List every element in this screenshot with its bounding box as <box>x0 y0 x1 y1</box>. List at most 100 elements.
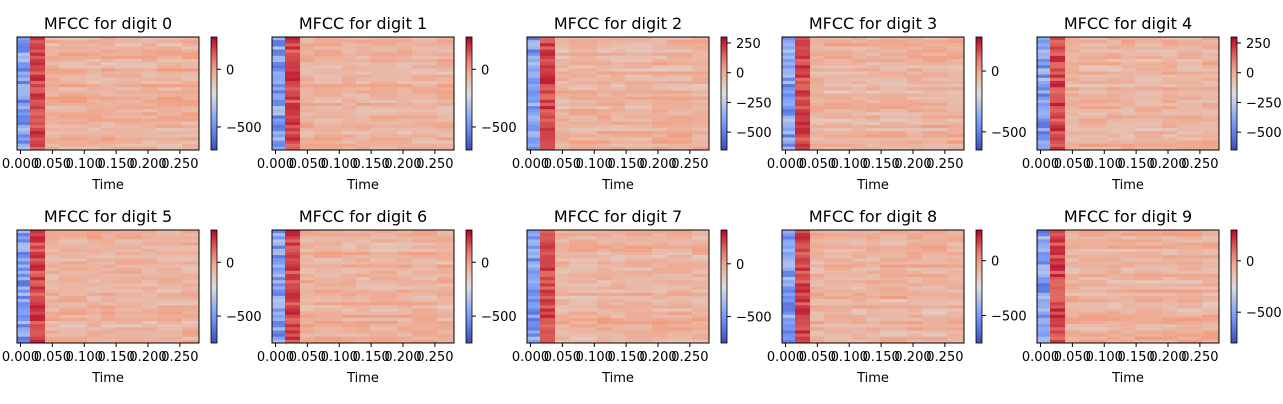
heatmap-cell <box>824 140 853 145</box>
heatmap-cell <box>947 314 965 319</box>
heatmap-cell <box>611 140 626 145</box>
heatmap-cell <box>597 258 612 262</box>
heatmap-cell <box>540 52 556 57</box>
heatmap-cell <box>45 255 60 259</box>
heatmap-cell <box>342 52 357 57</box>
heatmap-cell <box>30 74 46 79</box>
heatmap-cell <box>285 230 301 234</box>
heatmap-cell <box>907 112 923 116</box>
heatmap-cell <box>597 93 612 98</box>
heatmap-cell <box>922 87 948 91</box>
heatmap-cell <box>555 112 570 116</box>
heatmap-cell <box>17 52 31 57</box>
heatmap-cell <box>142 55 158 60</box>
heatmap-cell <box>782 146 796 151</box>
heatmap-cell <box>285 270 301 275</box>
heatmap-cell <box>1121 84 1136 88</box>
heatmap-cell <box>101 43 116 47</box>
heatmap-cell <box>1065 37 1080 41</box>
heatmap-cell <box>1177 236 1203 240</box>
heatmap-cell <box>101 146 116 151</box>
heatmap-cell <box>30 339 46 344</box>
heatmap-cell <box>1135 40 1163 44</box>
heatmap-cell <box>667 239 693 243</box>
heatmap-cell <box>597 49 612 54</box>
heatmap-cell <box>810 314 825 319</box>
heatmap-cell <box>1121 317 1136 322</box>
heatmap-cell <box>1177 248 1203 253</box>
heatmap-cell <box>1177 311 1203 316</box>
heatmap-cell <box>182 58 200 63</box>
heatmap-cell <box>569 230 598 234</box>
heatmap-cell <box>342 58 357 63</box>
heatmap-cell <box>569 128 598 132</box>
heatmap-cell <box>300 299 315 303</box>
heatmap-cell <box>527 273 541 278</box>
heatmap-cell <box>611 146 626 151</box>
heatmap-cell <box>182 124 200 129</box>
heatmap-cell <box>795 277 811 281</box>
heatmap-cell <box>652 333 668 338</box>
heatmap-cell <box>342 299 357 303</box>
heatmap-cell <box>412 321 438 325</box>
heatmap-cell <box>597 230 612 234</box>
heatmap-cell <box>1162 55 1178 60</box>
heatmap-cell <box>342 321 357 325</box>
heatmap-cell <box>1121 308 1136 313</box>
heatmap-cell <box>667 305 693 309</box>
heatmap-cell <box>182 137 200 141</box>
heatmap-cell <box>101 102 116 107</box>
heatmap-cell <box>1135 270 1163 275</box>
heatmap-cell <box>412 258 438 262</box>
heatmap-cell <box>907 109 923 113</box>
heatmap-cell <box>182 62 200 66</box>
heatmap-cell <box>597 58 612 63</box>
heatmap-cell <box>285 305 301 309</box>
heatmap-cell <box>922 255 948 259</box>
heatmap-cell <box>555 261 570 265</box>
heatmap-cell <box>824 128 853 132</box>
heatmap-cell <box>922 109 948 113</box>
heatmap-cell <box>1135 124 1163 129</box>
heatmap-cell <box>866 248 881 253</box>
heatmap-cell <box>667 37 693 41</box>
heatmap-cell <box>1135 140 1163 145</box>
heatmap-cell <box>285 236 301 240</box>
heatmap-cell <box>45 292 60 297</box>
heatmap-cell <box>115 299 143 303</box>
heatmap-cell <box>782 77 796 82</box>
heatmap-cell <box>397 131 413 135</box>
heatmap-cell <box>922 118 948 123</box>
heatmap-cell <box>810 233 825 237</box>
heatmap-cell <box>437 251 455 256</box>
heatmap-cell <box>285 96 301 101</box>
heatmap-cell <box>852 302 867 306</box>
heatmap-cell <box>59 43 88 47</box>
heatmap-cell <box>1121 251 1136 256</box>
heatmap-cell <box>625 87 653 91</box>
heatmap-cell <box>182 251 200 256</box>
heatmap-cell <box>272 245 286 250</box>
heatmap-cell <box>115 295 143 300</box>
heatmap-cell <box>1162 65 1178 69</box>
heatmap-cell <box>285 302 301 306</box>
heatmap-cell <box>569 131 598 135</box>
heatmap-cell <box>272 314 286 319</box>
heatmap-cell <box>1079 55 1108 60</box>
heatmap-cell <box>597 52 612 57</box>
heatmap-cell <box>1177 143 1203 148</box>
heatmap-cell <box>555 65 570 69</box>
heatmap-cell <box>1202 239 1220 243</box>
heatmap-cell <box>1050 242 1066 247</box>
heatmap-cell <box>300 96 315 101</box>
heatmap-cell <box>1162 305 1178 309</box>
heatmap-cell <box>285 40 301 44</box>
heatmap-cell <box>852 109 867 113</box>
heatmap-cell <box>30 65 46 69</box>
heatmap-cell <box>611 270 626 275</box>
heatmap-cell <box>1177 255 1203 259</box>
heatmap-cell <box>852 258 867 262</box>
heatmap-cell <box>142 84 158 88</box>
heatmap-cell <box>907 118 923 123</box>
heatmap-cell <box>652 74 668 79</box>
